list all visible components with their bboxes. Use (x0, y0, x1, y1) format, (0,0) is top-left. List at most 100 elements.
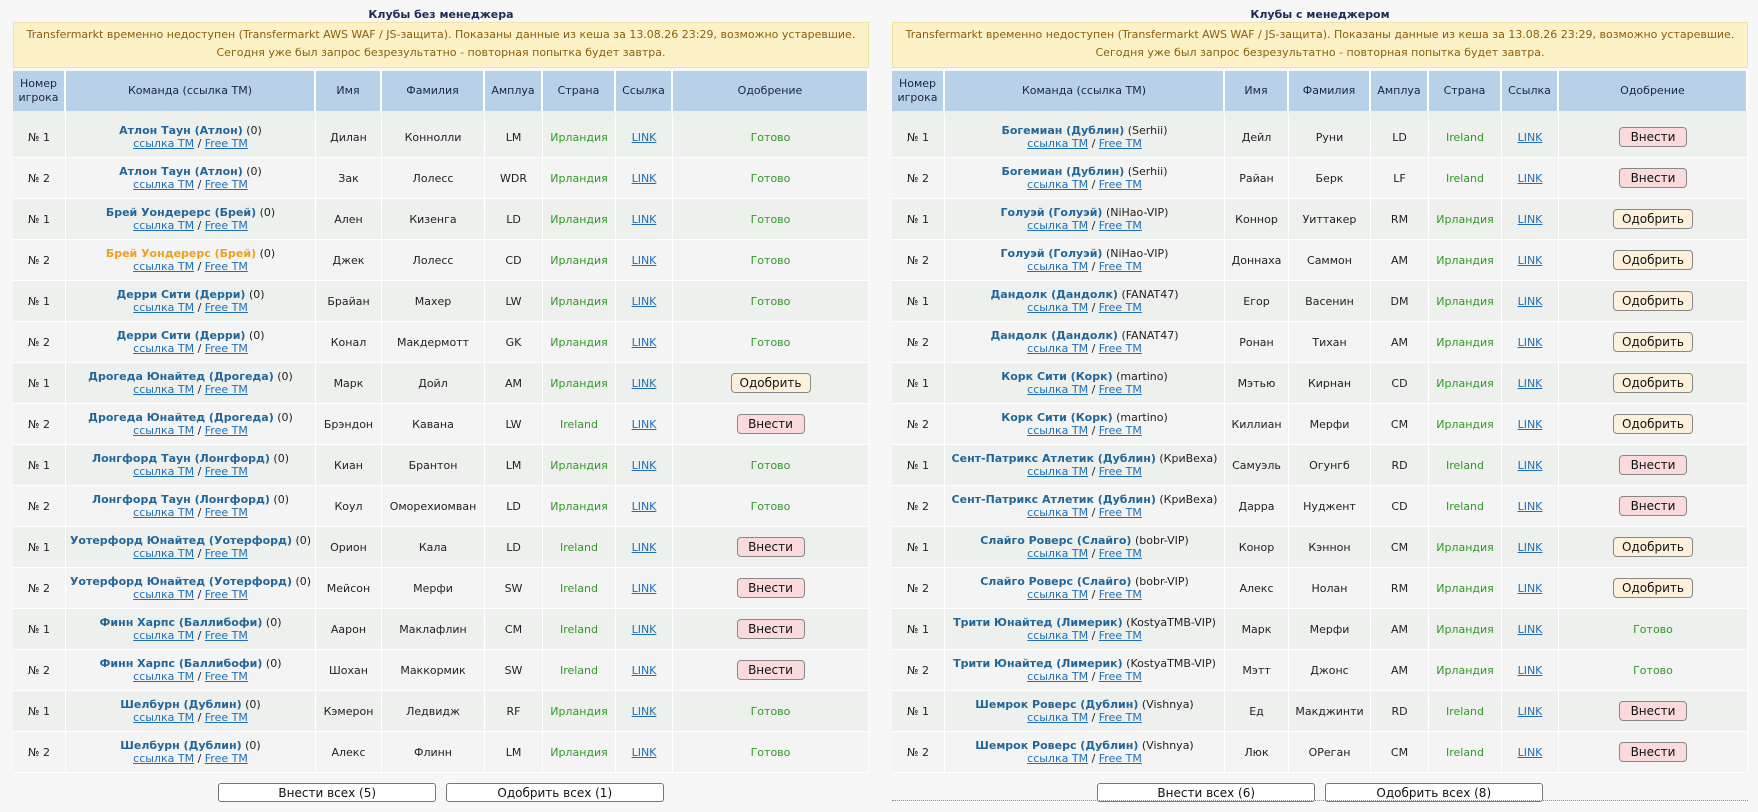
free-tm-link[interactable]: Free TM (204, 383, 248, 396)
free-tm-link[interactable]: Free TM (204, 301, 248, 314)
add-button[interactable]: Внести (1619, 455, 1687, 475)
team-name-link[interactable]: Атлон Таун (Атлон) (119, 124, 243, 137)
approve-button[interactable]: Одобрить (1613, 250, 1693, 270)
team-name-link[interactable]: Уотерфорд Юнайтед (Уотерфорд) (69, 534, 292, 547)
free-tm-link[interactable]: Free TM (1098, 670, 1142, 683)
team-name-link[interactable]: Слайго Роверс (Слайго) (980, 534, 1132, 547)
add-button[interactable]: Внести (736, 414, 805, 434)
tm-link[interactable]: ссылка ТМ (133, 178, 195, 191)
player-link[interactable]: LINK (631, 499, 657, 513)
team-name-link[interactable]: Корк Сити (Корк) (1001, 411, 1113, 424)
player-link[interactable]: LINK (1517, 294, 1543, 308)
free-tm-link[interactable]: Free TM (204, 260, 248, 273)
add-button[interactable]: Внести (1619, 168, 1687, 188)
player-link[interactable]: LINK (631, 458, 657, 472)
team-name-link[interactable]: Сент-Патрикс Атлетик (Дублин) (951, 493, 1156, 506)
team-name-link[interactable]: Брей Уондерерс (Брей) (105, 206, 257, 219)
tm-link[interactable]: ссылка ТМ (1027, 465, 1089, 478)
player-link[interactable]: LINK (1517, 663, 1543, 677)
player-link[interactable]: LINK (631, 253, 657, 267)
team-name-link[interactable]: Шелбурн (Дублин) (120, 698, 242, 711)
team-name-link[interactable]: Брей Уондерерс (Брей) (105, 247, 257, 260)
player-link[interactable]: LINK (1517, 745, 1543, 759)
approve-button[interactable]: Одобрить (1613, 578, 1693, 598)
free-tm-link[interactable]: Free TM (204, 711, 248, 724)
player-link[interactable]: LINK (631, 622, 657, 636)
player-link[interactable]: LINK (1517, 458, 1543, 472)
tm-link[interactable]: ссылка ТМ (133, 547, 195, 560)
free-tm-link[interactable]: Free TM (204, 219, 248, 232)
team-name-link[interactable]: Трити Юнайтед (Лимерик) (953, 616, 1123, 629)
team-name-link[interactable]: Сент-Патрикс Атлетик (Дублин) (951, 452, 1156, 465)
team-name-link[interactable]: Шелбурн (Дублин) (120, 739, 242, 752)
team-name-link[interactable]: Лонгфорд Таун (Лонгфорд) (91, 493, 270, 506)
free-tm-link[interactable]: Free TM (204, 137, 248, 150)
tm-link[interactable]: ссылка ТМ (1027, 711, 1089, 724)
free-tm-link[interactable]: Free TM (1098, 752, 1142, 765)
team-name-link[interactable]: Шемрок Роверс (Дублин) (975, 739, 1139, 752)
free-tm-link[interactable]: Free TM (1098, 301, 1142, 314)
free-tm-link[interactable]: Free TM (204, 588, 248, 601)
free-tm-link[interactable]: Free TM (204, 465, 248, 478)
player-link[interactable]: LINK (1517, 581, 1543, 595)
tm-link[interactable]: ссылка ТМ (1027, 260, 1089, 273)
player-link[interactable]: LINK (631, 294, 657, 308)
add-all-button[interactable]: Внести всех (6) (1097, 783, 1316, 802)
player-link[interactable]: LINK (1517, 499, 1543, 513)
approve-all-button[interactable]: Одобрить всех (8) (1324, 783, 1543, 802)
add-button[interactable]: Внести (736, 660, 805, 680)
player-link[interactable]: LINK (1517, 622, 1543, 636)
player-link[interactable]: LINK (631, 376, 657, 390)
tm-link[interactable]: ссылка ТМ (1027, 547, 1089, 560)
tm-link[interactable]: ссылка ТМ (1027, 219, 1089, 232)
approve-all-button[interactable]: Одобрить всех (1) (445, 783, 664, 802)
player-link[interactable]: LINK (631, 171, 657, 185)
team-name-link[interactable]: Шемрок Роверс (Дублин) (975, 698, 1139, 711)
free-tm-link[interactable]: Free TM (204, 178, 248, 191)
free-tm-link[interactable]: Free TM (1098, 260, 1142, 273)
team-name-link[interactable]: Дандолк (Дандолк) (990, 329, 1118, 342)
team-name-link[interactable]: Корк Сити (Корк) (1001, 370, 1113, 383)
player-link[interactable]: LINK (631, 417, 657, 431)
team-name-link[interactable]: Атлон Таун (Атлон) (119, 165, 243, 178)
player-link[interactable]: LINK (1517, 171, 1543, 185)
team-name-link[interactable]: Дрогеда Юнайтед (Дрогеда) (88, 411, 274, 424)
player-link[interactable]: LINK (631, 212, 657, 226)
approve-button[interactable]: Одобрить (1613, 537, 1693, 557)
free-tm-link[interactable]: Free TM (1098, 342, 1142, 355)
tm-link[interactable]: ссылка ТМ (1027, 424, 1089, 437)
team-name-link[interactable]: Слайго Роверс (Слайго) (980, 575, 1132, 588)
player-link[interactable]: LINK (631, 540, 657, 554)
player-link[interactable]: LINK (631, 704, 657, 718)
player-link[interactable]: LINK (1517, 212, 1543, 226)
add-button[interactable]: Внести (1619, 127, 1687, 147)
team-name-link[interactable]: Трити Юнайтед (Лимерик) (953, 657, 1123, 670)
player-link[interactable]: LINK (1517, 130, 1543, 144)
tm-link[interactable]: ссылка ТМ (1027, 752, 1089, 765)
team-name-link[interactable]: Дерри Сити (Дерри) (116, 329, 246, 342)
free-tm-link[interactable]: Free TM (204, 424, 248, 437)
free-tm-link[interactable]: Free TM (1098, 506, 1142, 519)
free-tm-link[interactable]: Free TM (204, 629, 248, 642)
player-link[interactable]: LINK (1517, 417, 1543, 431)
player-link[interactable]: LINK (1517, 540, 1543, 554)
player-link[interactable]: LINK (631, 663, 657, 677)
free-tm-link[interactable]: Free TM (1098, 424, 1142, 437)
tm-link[interactable]: ссылка ТМ (133, 424, 195, 437)
team-name-link[interactable]: Голуэй (Голуэй) (1000, 247, 1103, 260)
free-tm-link[interactable]: Free TM (1098, 711, 1142, 724)
approve-button[interactable]: Одобрить (1613, 332, 1693, 352)
team-name-link[interactable]: Богемиан (Дублин) (1001, 124, 1125, 137)
tm-link[interactable]: ссылка ТМ (133, 137, 195, 150)
tm-link[interactable]: ссылка ТМ (1027, 178, 1089, 191)
approve-button[interactable]: Одобрить (730, 373, 811, 393)
team-name-link[interactable]: Лонгфорд Таун (Лонгфорд) (91, 452, 270, 465)
free-tm-link[interactable]: Free TM (1098, 383, 1142, 396)
tm-link[interactable]: ссылка ТМ (133, 465, 195, 478)
team-name-link[interactable]: Голуэй (Голуэй) (1000, 206, 1103, 219)
tm-link[interactable]: ссылка ТМ (133, 219, 195, 232)
free-tm-link[interactable]: Free TM (1098, 588, 1142, 601)
player-link[interactable]: LINK (1517, 253, 1543, 267)
tm-link[interactable]: ссылка ТМ (1027, 342, 1089, 355)
player-link[interactable]: LINK (1517, 704, 1543, 718)
